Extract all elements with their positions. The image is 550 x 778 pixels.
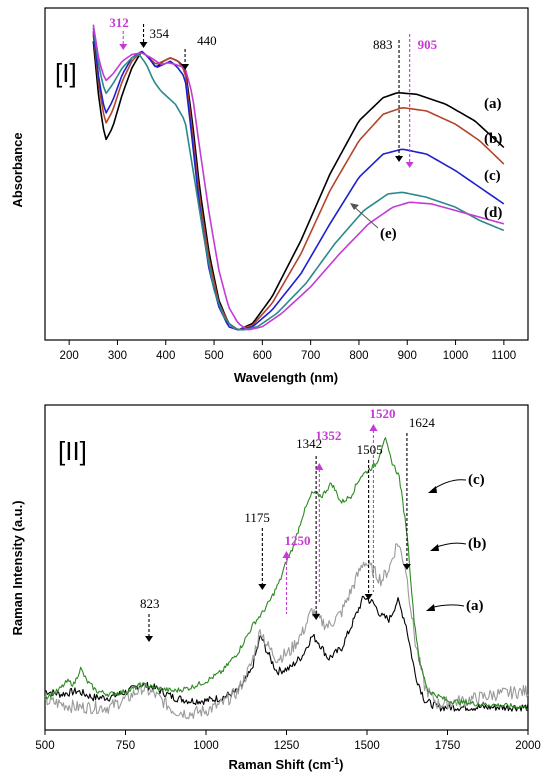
x-tick-label: 1000: [193, 740, 219, 752]
panel-1-curve-e-pointer-head: [350, 203, 359, 210]
annotation-823-label: 823: [140, 596, 160, 611]
x-tick-label: 750: [116, 740, 135, 752]
x-tick-label: 600: [253, 350, 272, 362]
x-tick-label: 1500: [354, 740, 380, 752]
series-line-e: [92, 24, 505, 331]
panel-2-x-ticks: 500 750 1000 1250 1500 1750 2000: [35, 730, 541, 752]
panel-1-label: [I]: [55, 58, 77, 88]
panel-2-curve-label-c: (c): [468, 472, 485, 488]
panel-2-curve-c-pointer: [431, 479, 467, 491]
x-tick-label: 1250: [274, 740, 300, 752]
annotation-1624-arrowhead: [402, 564, 411, 570]
panel-1-curve-e-pointer: [351, 204, 379, 229]
x-tick-label: 1000: [443, 350, 469, 362]
annotation-440-label: 440: [197, 33, 217, 48]
annotation-1250-label: 1250: [285, 533, 311, 548]
x-tick-label: 2000: [515, 740, 541, 752]
panel-2-curve-label-b: (b): [468, 536, 486, 552]
series-line-a: [92, 41, 505, 331]
annotation-1505-label: 1505: [357, 442, 383, 457]
annotation-883-label: 883: [373, 37, 393, 52]
panel-1-series: [92, 24, 505, 331]
annotation-1342-arrowhead: [312, 614, 321, 620]
panel-2-curve-a-pointer-head: [426, 604, 435, 611]
annotation-1520-label: 1520: [369, 406, 395, 421]
panel-1-curve-label-d: (d): [484, 205, 502, 221]
annotation-1175-label: 1175: [244, 510, 270, 525]
annotation-312-label: 312: [109, 15, 129, 30]
annotation-1520-arrowhead: [369, 424, 378, 431]
annotation-354-arrowhead: [139, 42, 148, 48]
series-line-b: [44, 543, 529, 720]
panel-2-x-axis-label: Raman Shift (cm-1): [229, 756, 344, 772]
x-tick-label: 1750: [435, 740, 461, 752]
panel-2-curve-c-pointer-head: [428, 486, 437, 493]
panel-2-y-axis-label: Raman Intensity (a.u.): [10, 500, 25, 635]
panel-2-label: [II]: [58, 436, 87, 466]
annotation-1352-label: 1352: [315, 428, 341, 443]
x-tick-label: 400: [156, 350, 175, 362]
annotation-440-arrowhead: [181, 64, 190, 70]
annotation-1352-arrowhead: [315, 463, 324, 470]
annotation-1624-label: 1624: [409, 415, 436, 430]
panel-1-x-axis-label: Wavelength (nm): [234, 370, 338, 385]
panel-2-curve-a-pointer: [429, 604, 465, 609]
annotation-905-label: 905: [418, 37, 438, 52]
panel-1-curve-label-c: (c): [484, 168, 501, 184]
x-tick-label: 200: [60, 350, 79, 362]
annotation-312-arrowhead: [119, 44, 128, 50]
x-tick-label: 500: [204, 350, 223, 362]
series-line-b: [92, 34, 505, 331]
annotation-1505-arrowhead: [364, 594, 373, 600]
panel-2-x-axis-label-superscript: -1: [331, 756, 339, 766]
x-tick-label: 500: [35, 740, 54, 752]
panel-2-curve-b-pointer: [433, 542, 467, 549]
panel-2-curve-b-pointer-head: [430, 544, 439, 551]
x-tick-label: 300: [108, 350, 127, 362]
panel-1-annotations: 312 354 440 883 905: [109, 15, 438, 168]
series-line-d: [92, 27, 505, 331]
x-tick-label: 900: [398, 350, 417, 362]
panel-1-x-ticks: 200 300 400 500 600 700 800 900 1000 1100: [60, 340, 516, 362]
series-line-c: [92, 31, 505, 331]
x-tick-label: 700: [301, 350, 320, 362]
panel-2-raman-chart: [II] Raman Intensity (a.u.) Raman Shift …: [10, 404, 541, 772]
panel-2-curve-label-a: (a): [466, 598, 484, 614]
panel-1-curve-label-a: (a): [484, 96, 502, 112]
panel-1-plot-frame: [44, 7, 529, 341]
panel-1-curve-label-b: (b): [484, 131, 502, 147]
panel-1-uv-vis-chart: [I] Absorbance Wavelength (nm) 200 300 400…: [10, 7, 529, 385]
annotation-1175-arrowhead: [258, 584, 267, 590]
x-tick-label: 1100: [491, 350, 516, 362]
annotation-354-label: 354: [150, 26, 170, 41]
annotation-883-arrowhead: [395, 156, 404, 162]
annotation-905-arrowhead: [405, 162, 414, 168]
annotation-1342-label: 1342: [296, 436, 322, 451]
x-tick-label: 800: [349, 350, 368, 362]
panel-1-y-axis-label: Absorbance: [10, 132, 25, 207]
panel-1-curve-label-e: (e): [380, 226, 397, 242]
annotation-1250-arrowhead: [282, 551, 291, 558]
annotation-823-arrowhead: [145, 636, 154, 642]
